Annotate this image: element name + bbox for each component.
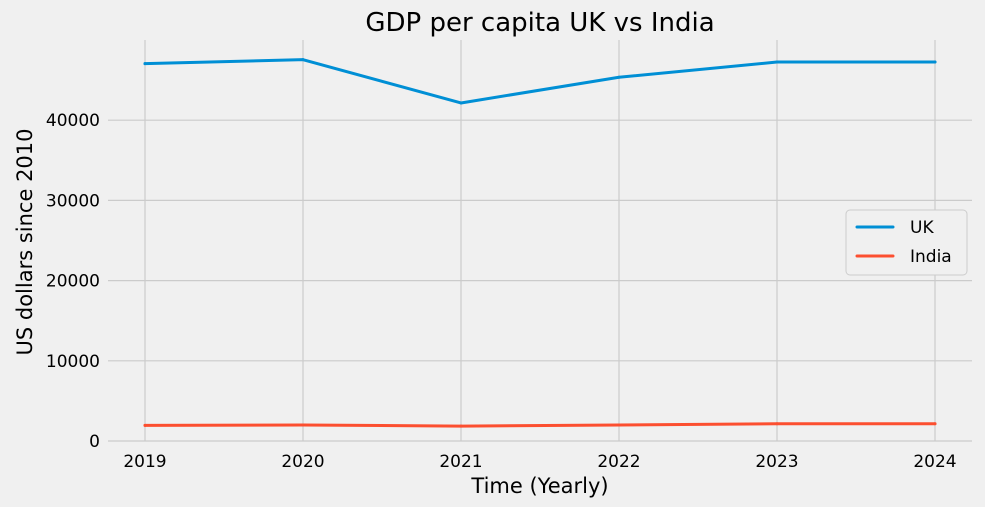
y-axis-label: US dollars since 2010 bbox=[13, 128, 37, 355]
x-axis-label: Time (Yearly) bbox=[470, 474, 608, 498]
y-tick-label-20000: 20000 bbox=[46, 272, 100, 292]
y-tick-label-30000: 30000 bbox=[46, 191, 100, 211]
data-point-india-2021 bbox=[459, 424, 463, 428]
series-lines bbox=[143, 58, 937, 428]
data-point-uk-2019 bbox=[143, 62, 147, 66]
data-point-uk-2024 bbox=[933, 60, 937, 64]
y-tick-labels: 0 10000 20000 30000 40000 bbox=[46, 111, 100, 452]
data-point-india-2023 bbox=[775, 422, 779, 426]
y-tick-label-40000: 40000 bbox=[46, 111, 100, 131]
data-point-india-2022 bbox=[617, 423, 621, 427]
data-point-india-2019 bbox=[143, 423, 147, 427]
x-tick-label-2024: 2024 bbox=[913, 452, 956, 472]
x-tick-label-2020: 2020 bbox=[281, 452, 324, 472]
data-point-india-2024 bbox=[933, 422, 937, 426]
data-point-india-2020 bbox=[301, 423, 305, 427]
x-tick-labels: 2019 2020 2021 2022 2023 2024 bbox=[123, 452, 956, 472]
x-tick-label-2021: 2021 bbox=[439, 452, 482, 472]
x-tick-label-2019: 2019 bbox=[123, 452, 166, 472]
series-line-india bbox=[143, 422, 937, 428]
data-point-uk-2021 bbox=[459, 101, 463, 105]
data-point-uk-2023 bbox=[775, 60, 779, 64]
series-line-uk bbox=[143, 58, 937, 105]
legend: UK India bbox=[845, 209, 968, 276]
chart-title: GDP per capita UK vs India bbox=[365, 8, 714, 38]
plot-area bbox=[108, 40, 972, 441]
legend-label-india: India bbox=[910, 247, 952, 267]
x-tick-label-2023: 2023 bbox=[755, 452, 798, 472]
data-point-uk-2022 bbox=[617, 75, 621, 79]
y-tick-label-0: 0 bbox=[89, 432, 100, 452]
legend-label-uk: UK bbox=[910, 218, 934, 238]
y-tick-label-10000: 10000 bbox=[46, 352, 100, 372]
data-point-uk-2020 bbox=[301, 58, 305, 62]
x-tick-label-2022: 2022 bbox=[597, 452, 640, 472]
